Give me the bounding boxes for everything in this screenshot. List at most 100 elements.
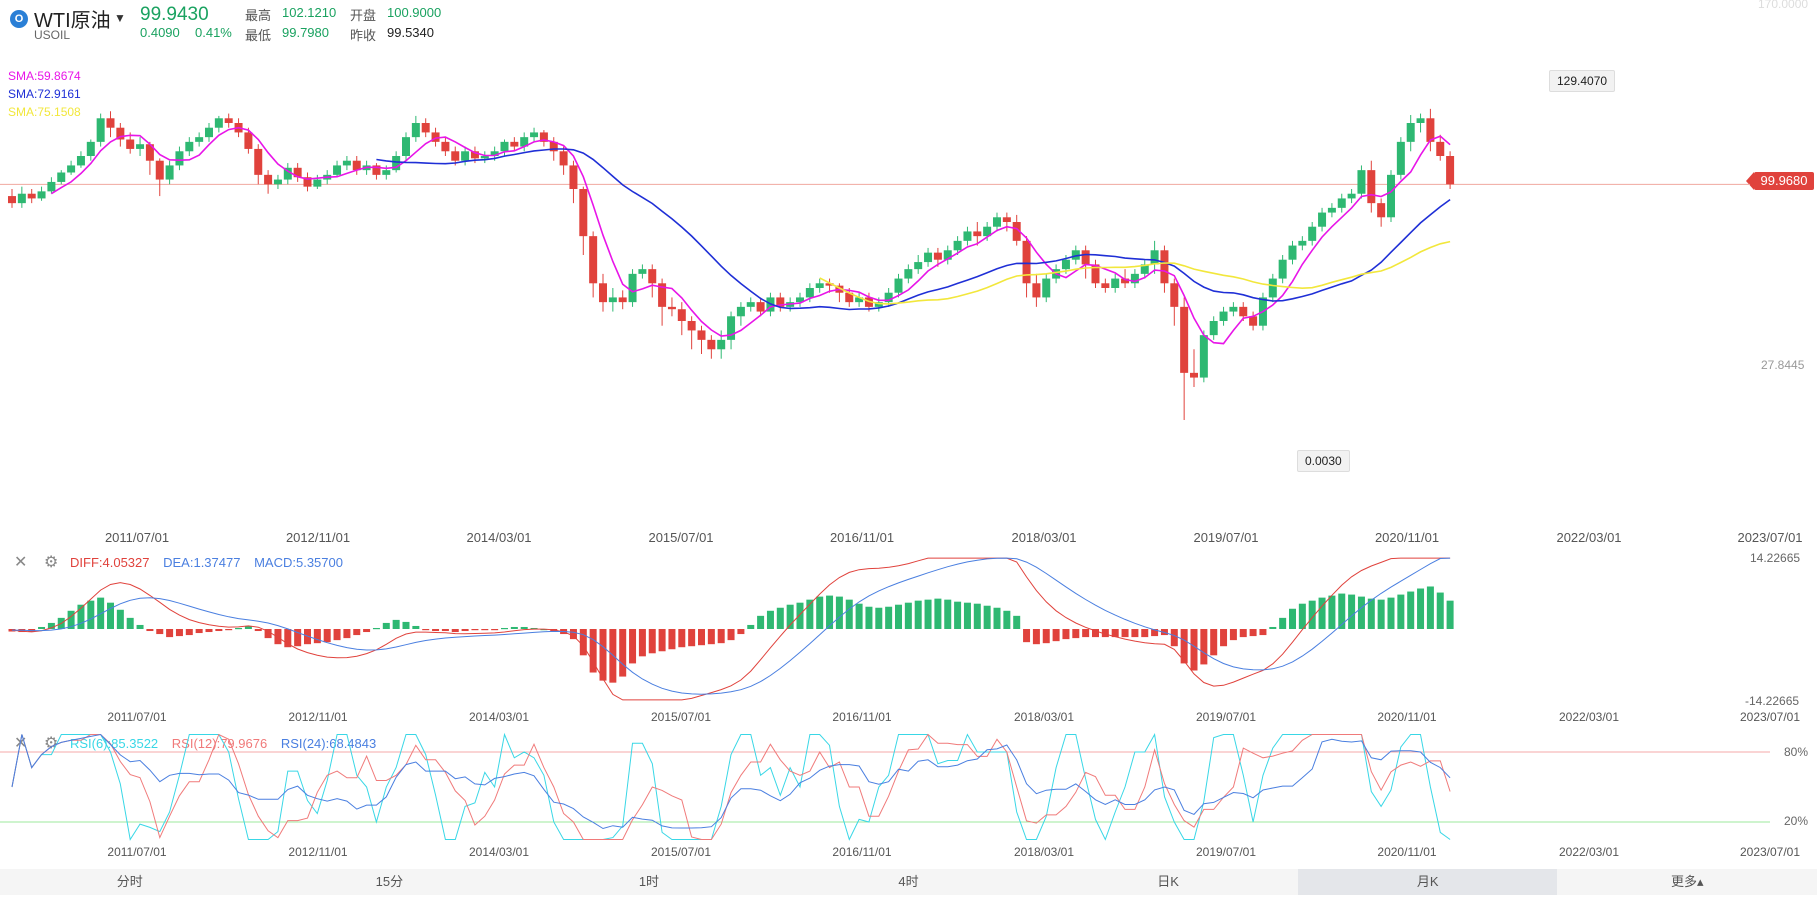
macd-bar: [766, 610, 774, 629]
candle-body: [17, 193, 26, 204]
macd-bar: [107, 602, 114, 629]
candle-body: [441, 141, 450, 152]
macd-bar: [885, 606, 893, 629]
sma-line-2: [376, 148, 1451, 311]
candle-body: [628, 273, 637, 303]
macd-bar: [835, 596, 843, 629]
settings-macd-icon[interactable]: ⚙: [44, 554, 59, 571]
timeframe-tab-more[interactable]: 更多▴: [1670, 874, 1704, 889]
candle-body: [37, 191, 46, 199]
macd-bar: [392, 619, 400, 629]
macd-bar: [333, 629, 341, 641]
macd-bar: [1417, 588, 1425, 629]
dea-label: DEA:1.37477: [163, 555, 241, 570]
candle-body: [776, 297, 785, 307]
candle-body: [963, 231, 972, 241]
macd-bar: [264, 629, 272, 639]
candle-body: [352, 160, 361, 171]
candle-body: [106, 118, 115, 128]
macd-bar: [796, 602, 804, 629]
date-tick-label: 2022/03/01: [1558, 710, 1620, 724]
macd-bar: [195, 629, 203, 634]
timeframe-tab-1h[interactable]: 1时: [638, 874, 660, 889]
candle-body: [569, 165, 578, 189]
date-tick-label: 2016/11/01: [832, 710, 892, 724]
candle-body: [214, 118, 223, 128]
oil-coin-icon: O: [10, 10, 28, 28]
sma-line-1: [50, 126, 1451, 345]
macd-bar: [67, 610, 75, 629]
candle-body: [539, 132, 548, 142]
candle-body: [1002, 217, 1011, 222]
macd-bar: [599, 629, 607, 681]
date-tick-label: 2015/07/01: [650, 710, 712, 724]
date-tick-label: 2018/03/01: [1013, 845, 1075, 859]
macd-chart[interactable]: [0, 0, 1817, 720]
timeframe-tab-4h[interactable]: 4时: [898, 874, 919, 889]
timeframe-tab-minute[interactable]: 分时: [116, 874, 143, 889]
candle-body: [333, 165, 342, 175]
candle-body: [155, 160, 164, 180]
timeframe-tab-15m[interactable]: 15分: [375, 874, 404, 889]
candle-body: [8, 196, 16, 204]
rsi-lower-label: 20%: [1784, 814, 1809, 828]
low-value: 99.7980: [282, 25, 329, 40]
candle-body: [264, 174, 273, 185]
prev-close-value: 99.5340: [387, 25, 434, 40]
candle-body: [973, 231, 982, 237]
candle-body: [67, 165, 76, 173]
candle-body: [1022, 240, 1031, 284]
macd-bar: [1249, 629, 1257, 637]
high-value: 102.1210: [282, 5, 337, 20]
candle-body: [293, 167, 302, 178]
candle-body: [47, 181, 56, 192]
candle-body: [451, 151, 460, 161]
macd-bar: [244, 625, 252, 629]
close-macd-icon[interactable]: ✕: [14, 554, 28, 571]
macd-bar: [313, 629, 321, 644]
macd-bar: [776, 607, 784, 629]
candle-body: [746, 302, 755, 307]
macd-bar: [530, 627, 538, 630]
rsi-chart[interactable]: [0, 0, 1817, 860]
macd-bar: [353, 629, 361, 636]
candle-body: [1367, 170, 1376, 204]
candle-body: [490, 151, 499, 156]
macd-bar: [491, 629, 499, 631]
candle-body: [116, 127, 125, 140]
candle-body: [924, 252, 933, 263]
candle-body: [1012, 222, 1021, 241]
chevron-down-icon[interactable]: ▼: [114, 11, 126, 25]
candle-body: [559, 151, 568, 166]
candlestick-chart[interactable]: [0, 0, 1817, 520]
candle-body: [884, 292, 893, 303]
candle-body: [342, 160, 351, 166]
candle-body: [756, 302, 765, 312]
macd-bar: [963, 602, 971, 629]
candle-body: [175, 151, 184, 166]
candle-body: [1091, 264, 1100, 284]
candle-body: [313, 179, 322, 187]
macd-bar: [461, 629, 469, 632]
sma-legend-2: SMA:72.9161: [8, 87, 81, 101]
macd-bar: [1348, 594, 1356, 629]
macd-bar: [1170, 629, 1178, 647]
date-tick-label: 2018/03/01: [1011, 530, 1077, 545]
timeframe-tab-day[interactable]: 日K: [1157, 874, 1179, 889]
date-tick-label: 2023/07/01: [1737, 530, 1803, 545]
candle-body: [717, 339, 726, 350]
candle-body: [1042, 278, 1051, 298]
candle-body: [1180, 306, 1189, 373]
macd-top-value: 14.22665: [1750, 551, 1801, 565]
price-axis-mid: 27.8445: [1761, 358, 1805, 372]
macd-bar: [1151, 629, 1159, 637]
macd-bar: [1377, 599, 1385, 629]
date-tick-label: 2011/07/01: [107, 710, 167, 724]
macd-bar: [934, 598, 942, 629]
symbol-name[interactable]: WTI原油: [34, 10, 111, 32]
candle-body: [667, 306, 676, 310]
timeframe-tab-month[interactable]: 月K: [1297, 869, 1558, 895]
macd-bar: [1062, 629, 1070, 640]
candle-body: [530, 132, 539, 138]
candle-body: [1347, 193, 1356, 199]
